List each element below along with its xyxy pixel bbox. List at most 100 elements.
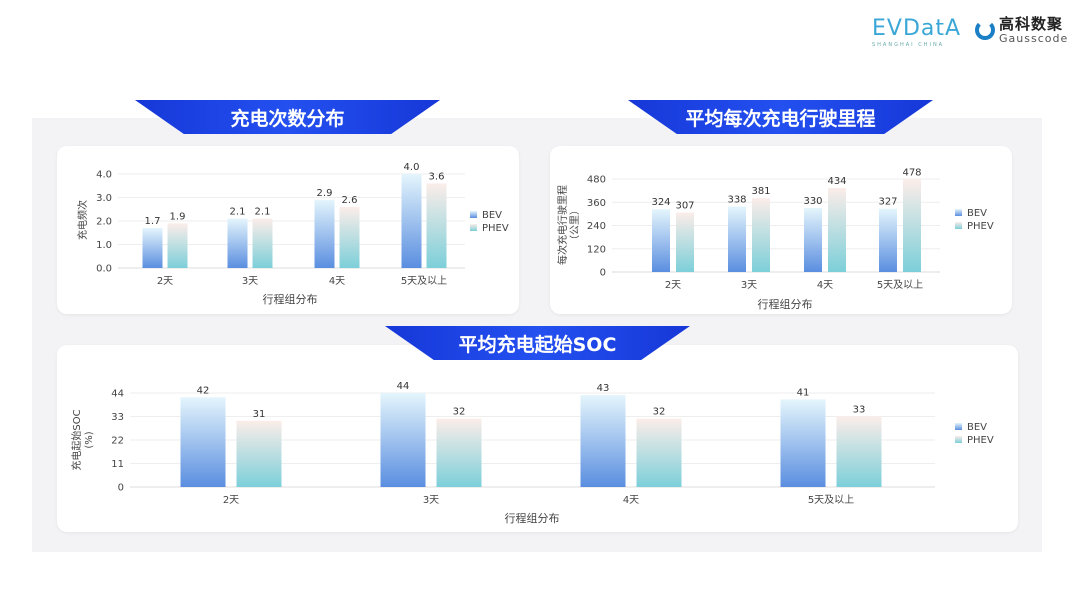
bar-bev (142, 228, 163, 268)
bar-bev (580, 395, 626, 487)
x-tick-label: 3天 (242, 276, 258, 287)
y-tick-label: 0 (118, 483, 124, 494)
legend-swatch-phev (955, 436, 962, 443)
x-tick-label: 2天 (223, 495, 239, 506)
legend-label-bev: BEV (967, 208, 987, 219)
legend-swatch-bev (955, 423, 962, 430)
x-tick-label: 5天及以上 (877, 279, 923, 291)
x-tick-label: 2天 (157, 276, 173, 287)
y-tick-label: 3.0 (96, 193, 112, 204)
bar-phev (836, 416, 882, 487)
bar-phev (436, 418, 482, 487)
x-tick-label: 4天 (329, 276, 345, 287)
y-tick-label: 22 (111, 436, 124, 447)
data-label: 2.1 (230, 207, 246, 218)
data-label: 1.7 (145, 216, 161, 227)
legend-swatch-bev (470, 211, 477, 218)
x-tick-label: 4天 (623, 495, 639, 506)
bar-phev (167, 223, 188, 268)
data-label: 478 (902, 167, 921, 178)
bar-bev (180, 397, 226, 487)
data-label: 2.1 (255, 207, 271, 218)
y-tick-label: 240 (587, 221, 606, 232)
bar-bev (380, 393, 426, 487)
y-tick-label: 1.0 (96, 240, 112, 251)
chart-title-distance: 平均每次充电行驶里程 (628, 100, 933, 134)
data-label: 327 (878, 197, 897, 208)
x-axis-title: 行程组分布 (263, 292, 318, 306)
y-axis-title: 每次充电行驶里程 (556, 185, 569, 265)
legend-label-phev: PHEV (967, 435, 994, 446)
y-tick-label: 0 (600, 268, 606, 279)
y-tick-label: 33 (111, 412, 124, 423)
data-label: 307 (675, 201, 694, 212)
legend-swatch-bev (955, 209, 962, 216)
gausscode-cn: 高科数聚 (999, 15, 1064, 33)
data-label: 42 (197, 385, 210, 396)
bar-phev (252, 218, 273, 268)
data-label: 44 (397, 381, 410, 392)
evdata-logo-text: EVDatA (872, 16, 962, 41)
bar-phev (426, 183, 447, 268)
legend-swatch-phev (470, 224, 477, 231)
y-tick-label: 360 (587, 198, 606, 209)
y-tick-label: 2.0 (96, 217, 112, 228)
evdata-logo-subtext: SHANGHAI CHINA (872, 42, 945, 48)
bar-phev (236, 420, 282, 487)
data-label: 31 (253, 409, 266, 420)
data-label: 1.9 (170, 211, 186, 222)
bar-bev (227, 218, 248, 268)
bar-phev (676, 212, 694, 272)
evdata-logo: EVDatA SHANGHAI CHINA (872, 16, 961, 49)
gausscode-en: Gausscode (999, 31, 1069, 45)
gausscode-logo: 高科数聚 Gausscode (975, 16, 1068, 45)
legend-label-bev: BEV (482, 210, 502, 221)
x-axis-title: 行程组分布 (505, 511, 560, 525)
y-tick-label: 4.0 (96, 170, 112, 181)
data-label: 324 (651, 197, 670, 208)
data-label: 32 (453, 407, 466, 418)
y-axis-title-unit: （公里） (569, 205, 581, 245)
x-tick-label: 5天及以上 (808, 494, 854, 506)
bar-phev (752, 198, 770, 272)
data-label: 41 (797, 387, 810, 398)
data-label: 32 (653, 407, 666, 418)
legend-label-bev: BEV (967, 422, 987, 433)
y-tick-label: 480 (587, 175, 606, 186)
y-tick-label: 120 (587, 244, 606, 255)
x-tick-label: 2天 (665, 280, 681, 291)
bar-bev (314, 199, 335, 268)
y-axis-title: 充电起始SOC (70, 409, 83, 470)
legend-label-phev: PHEV (482, 223, 509, 234)
data-label: 2.6 (342, 195, 358, 206)
data-label: 2.9 (317, 188, 333, 199)
data-label: 43 (597, 383, 610, 394)
x-axis-title: 行程组分布 (758, 297, 813, 311)
bar-phev (636, 418, 682, 487)
bar-bev (780, 399, 826, 487)
data-label: 4.0 (404, 162, 420, 173)
bar-bev (804, 208, 822, 272)
legend-label-phev: PHEV (967, 221, 994, 232)
y-tick-label: 0.0 (96, 264, 112, 275)
bar-bev (728, 206, 746, 272)
x-tick-label: 3天 (423, 495, 439, 506)
bar-bev (652, 209, 670, 272)
y-axis-title: 充电频次 (76, 200, 89, 240)
chart-card-distance (550, 146, 1012, 314)
y-axis-title-unit: (%) (84, 431, 95, 448)
data-label: 434 (827, 176, 846, 187)
x-tick-label: 4天 (817, 280, 833, 291)
chart-title-soc: 平均充电起始SOC (385, 326, 690, 360)
data-label: 3.6 (429, 171, 445, 182)
data-label: 330 (803, 196, 822, 207)
data-label: 381 (751, 186, 770, 197)
data-label: 338 (727, 195, 746, 206)
x-tick-label: 3天 (741, 280, 757, 291)
y-tick-label: 44 (111, 389, 124, 400)
y-tick-label: 11 (111, 459, 124, 470)
bar-bev (401, 174, 422, 268)
bar-bev (879, 208, 897, 272)
gausscode-mark-icon (975, 20, 995, 41)
